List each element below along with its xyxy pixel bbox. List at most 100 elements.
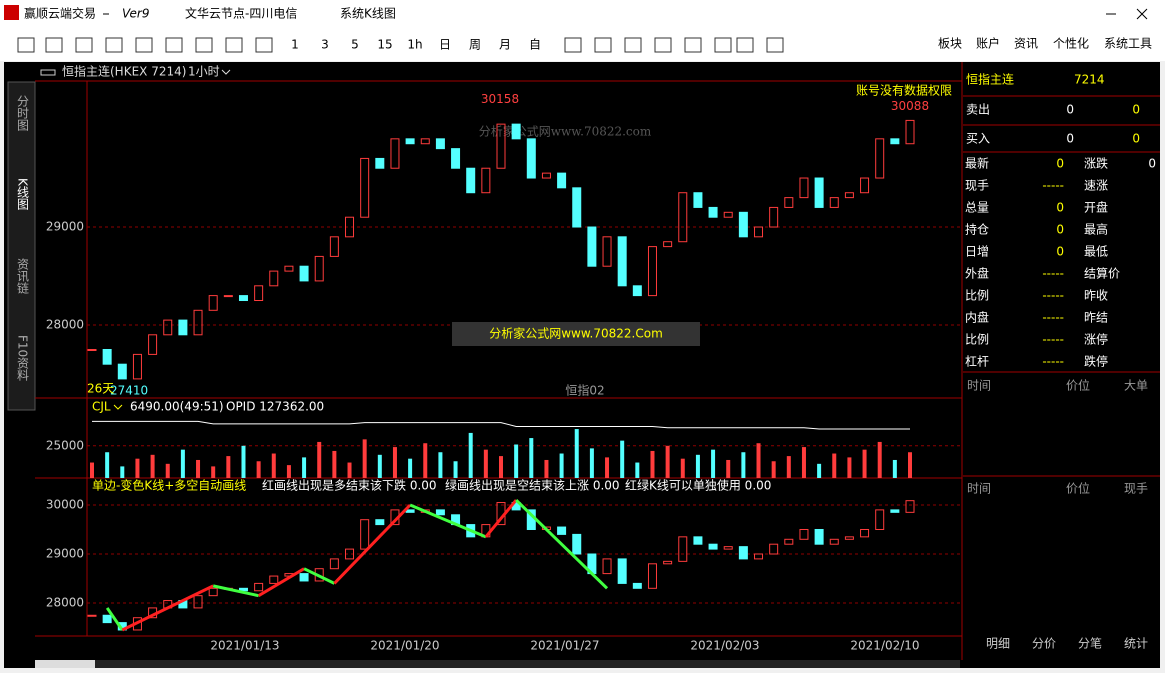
tool-icon[interactable] [225, 37, 243, 53]
tool-icon[interactable] [195, 37, 213, 53]
quote-value: ----- [1042, 289, 1064, 303]
candle [663, 241, 673, 248]
quote-field: 结算价 [1084, 266, 1120, 281]
watermark: 分析家公式网www.70822.Com [489, 326, 663, 341]
indicator-note: 绿画线出现是空结束该上涨 0.00 [445, 478, 620, 493]
candle [420, 138, 430, 145]
tool-icon[interactable] [135, 37, 153, 53]
side-tab[interactable]: 分时图 [16, 95, 30, 131]
notice: 账号没有数据权限 [856, 83, 952, 98]
volume-bar [196, 459, 201, 478]
tool-icon[interactable] [684, 37, 702, 53]
candle [723, 211, 733, 218]
menu: 板块 [938, 37, 962, 51]
volume-bar [711, 449, 716, 478]
tool-icon[interactable] [165, 37, 183, 53]
indicator-candle [269, 575, 279, 584]
quote-value: ----- [1042, 311, 1064, 325]
quote-value: 0 [1056, 223, 1064, 237]
candle [360, 157, 370, 218]
y-tick-label: 29000 [46, 547, 84, 561]
indicator-candle [875, 509, 885, 530]
tool-icon[interactable] [255, 37, 273, 53]
indicator-candle [193, 595, 203, 609]
quote-label: 买入 [966, 132, 990, 146]
side-tab[interactable]: K线图 [16, 178, 30, 210]
candle [572, 187, 582, 228]
volume-bar [483, 449, 488, 478]
candle [617, 236, 627, 287]
candle [314, 255, 324, 282]
tool-icon[interactable] [766, 37, 784, 53]
volume-bar [877, 441, 882, 478]
side-tab[interactable]: F10资料 [16, 335, 30, 381]
period-button: 15 [377, 38, 392, 52]
indicator-note: 红绿K线可以单独使用 0.00 [625, 478, 771, 493]
quote-tab[interactable]: 分价 [1032, 637, 1056, 651]
candle [405, 138, 415, 145]
tool-icon[interactable] [45, 37, 63, 53]
quote-field: 涨停 [1084, 332, 1108, 347]
volume-bar [271, 453, 276, 478]
volume-bar [377, 454, 382, 478]
tool-icon[interactable] [654, 37, 672, 53]
period-button: 1 [291, 38, 299, 52]
candle [223, 295, 233, 298]
scroll-thumb[interactable] [35, 660, 95, 668]
quote-field: 内盘 [965, 310, 989, 325]
indicator-candle [572, 533, 582, 555]
x-tick-label: 2021/02/10 [850, 639, 919, 653]
volume-bar [499, 456, 503, 478]
candle [875, 138, 885, 179]
opid-line [92, 420, 910, 430]
quote-tab[interactable]: 明细 [986, 637, 1010, 651]
quote-tab[interactable]: 分笔 [1078, 636, 1102, 651]
close[interactable] [1136, 8, 1148, 20]
indicator-candle [678, 536, 688, 562]
quote-field: 最高 [1084, 222, 1108, 237]
tool-icon[interactable] [624, 37, 642, 53]
candle [117, 363, 127, 380]
candle [375, 157, 385, 169]
quote-tab[interactable]: 统计 [1124, 637, 1148, 651]
quote-value: ----- [1042, 267, 1064, 281]
quote-field: 外盘 [965, 266, 989, 281]
indicator-candle [375, 519, 385, 526]
side-tab[interactable]: 资讯链 [16, 258, 30, 294]
indicator-candle [102, 614, 112, 624]
volume-bar [741, 452, 746, 478]
candle [284, 265, 294, 272]
candle [905, 119, 915, 145]
indicator-candle [405, 509, 415, 513]
period-button: 1h [407, 38, 422, 52]
volume-bar [453, 461, 458, 478]
candle [102, 348, 112, 365]
quote-field: 现手 [965, 179, 989, 193]
workspace [4, 62, 1160, 668]
candle [814, 177, 824, 208]
quote-field: 最低 [1084, 245, 1108, 259]
tool-icon[interactable] [105, 37, 123, 53]
volume-ratio: 6490.00(49:51) [130, 400, 224, 414]
dropdown [221, 69, 231, 75]
tool-icon[interactable] [564, 37, 582, 53]
candle [390, 138, 400, 169]
node: 文华云节点-四川电信 [185, 6, 297, 21]
tool-icon[interactable] [17, 37, 35, 53]
volume-bar [302, 457, 307, 478]
watermark-box [452, 322, 700, 346]
tool-icon[interactable] [75, 37, 93, 53]
days-label: 26天 [87, 382, 114, 396]
high-label: 30158 [481, 92, 519, 106]
candle [860, 177, 870, 194]
tool-icon[interactable] [736, 37, 754, 53]
tool-icon[interactable] [594, 37, 612, 53]
candle [132, 353, 142, 380]
volume-bar [180, 449, 185, 478]
candle [254, 285, 264, 302]
tool-icon[interactable] [714, 37, 732, 53]
volume-bar [726, 459, 731, 478]
candle [693, 192, 703, 208]
candle [496, 123, 506, 169]
